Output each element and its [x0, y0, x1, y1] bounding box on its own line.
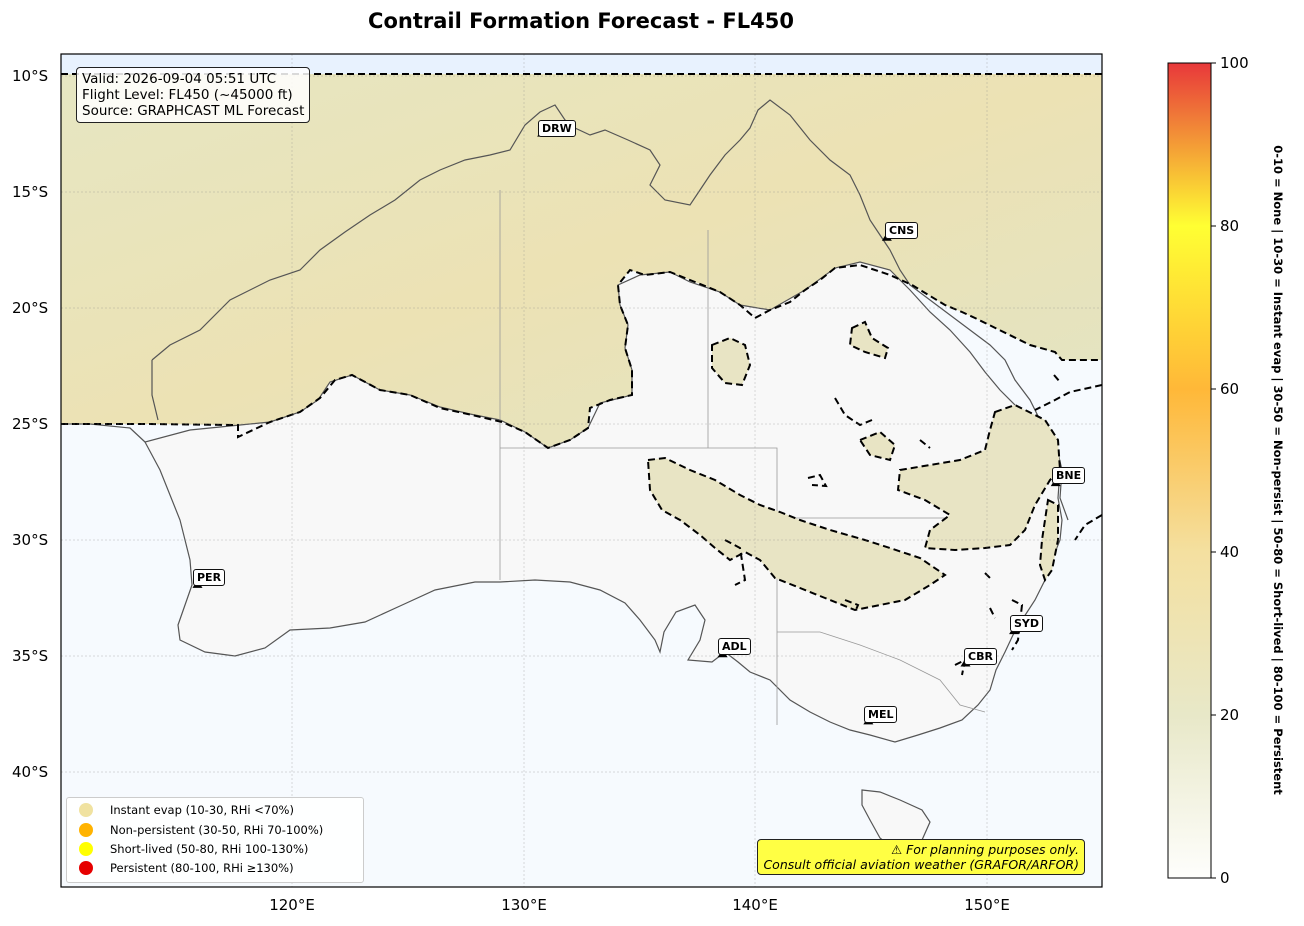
contrail-zone-central	[646, 456, 947, 612]
legend-item: Persistent (80-100, RHi ≥130%)	[79, 859, 294, 877]
legend-label: Instant evap (10-30, RHi <70%)	[110, 803, 294, 817]
colorbar	[1167, 62, 1212, 879]
contrail-zone-east	[896, 403, 1062, 552]
lat-tick: 40°S	[12, 763, 49, 781]
city-label-mel: MEL	[864, 706, 898, 723]
flight-level: Flight Level: FL450 (~45000 ft)	[82, 87, 293, 103]
warning-line-2: Consult official aviation weather (GRAFO…	[763, 857, 1079, 872]
city-label-bne: BNE	[1052, 467, 1086, 484]
colorbar-tick: 60	[1220, 380, 1240, 398]
lat-tick: 25°S	[12, 415, 49, 433]
top-band	[61, 54, 1102, 74]
lat-tick: 30°S	[12, 531, 49, 549]
planning-warning: ⚠ For planning purposes only. Consult of…	[757, 839, 1085, 875]
lon-tick: 150°E	[964, 896, 1010, 914]
colorbar-tick: 20	[1220, 706, 1240, 724]
info-box: Valid: 2026-09-04 05:51 UTC Flight Level…	[76, 67, 311, 123]
contrail-field-north	[61, 74, 1102, 448]
lon-tick: 120°E	[269, 896, 315, 914]
city-label-adl: ADL	[718, 638, 751, 655]
gridlines	[61, 54, 1102, 887]
lat-tick: 35°S	[12, 647, 49, 665]
map-frame	[60, 53, 1103, 888]
city-label-cbr: CBR	[964, 648, 997, 665]
colorbar-tick: 100	[1220, 54, 1249, 72]
lat-tick: 15°S	[12, 183, 49, 201]
city-label-syd: SYD	[1010, 615, 1044, 632]
warning-line-1: ⚠ For planning purposes only.	[891, 842, 1079, 857]
lon-tick: 130°E	[501, 896, 547, 914]
legend-swatch	[79, 861, 93, 875]
contrail-zone-qld-2	[848, 320, 890, 360]
valid-time: Valid: 2026-09-04 05:51 UTC	[82, 71, 277, 87]
chart-title: Contrail Formation Forecast - FL450	[368, 9, 794, 33]
lat-tick: 10°S	[12, 67, 49, 85]
colorbar-label: 0-10 = None | 10-30 = Instant evap | 30-…	[1271, 145, 1285, 795]
contrail-zone-qld-1	[711, 336, 752, 387]
lon-tick: 140°E	[732, 896, 778, 914]
legend-label: Persistent (80-100, RHi ≥130%)	[110, 861, 294, 875]
legend-item: Instant evap (10-30, RHi <70%)	[79, 801, 294, 819]
legend-swatch	[79, 842, 93, 856]
legend-label: Non-persistent (30-50, RHi 70-100%)	[110, 823, 324, 837]
legend-swatch	[79, 823, 93, 837]
colorbar-tick: 40	[1220, 543, 1240, 561]
forecast-source: Source: GRAPHCAST ML Forecast	[82, 103, 305, 119]
legend-label: Short-lived (50-80, RHi 100-130%)	[110, 842, 309, 856]
city-label-per: PER	[193, 569, 226, 586]
city-label-cns: CNS	[885, 222, 919, 239]
lat-tick: 20°S	[12, 299, 49, 317]
legend-item: Short-lived (50-80, RHi 100-130%)	[79, 840, 308, 858]
city-label-drw: DRW	[538, 120, 576, 137]
contrail-zone-qld-3	[858, 430, 897, 462]
colorbar-tick-marks	[1211, 62, 1216, 879]
colorbar-tick: 0	[1220, 869, 1230, 887]
legend-swatch	[79, 803, 93, 817]
colorbar-tick: 80	[1220, 217, 1240, 235]
legend: Instant evap (10-30, RHi <70%) Non-persi…	[66, 797, 364, 883]
legend-item: Non-persistent (30-50, RHi 70-100%)	[79, 821, 323, 839]
state-borders	[499, 190, 1030, 725]
